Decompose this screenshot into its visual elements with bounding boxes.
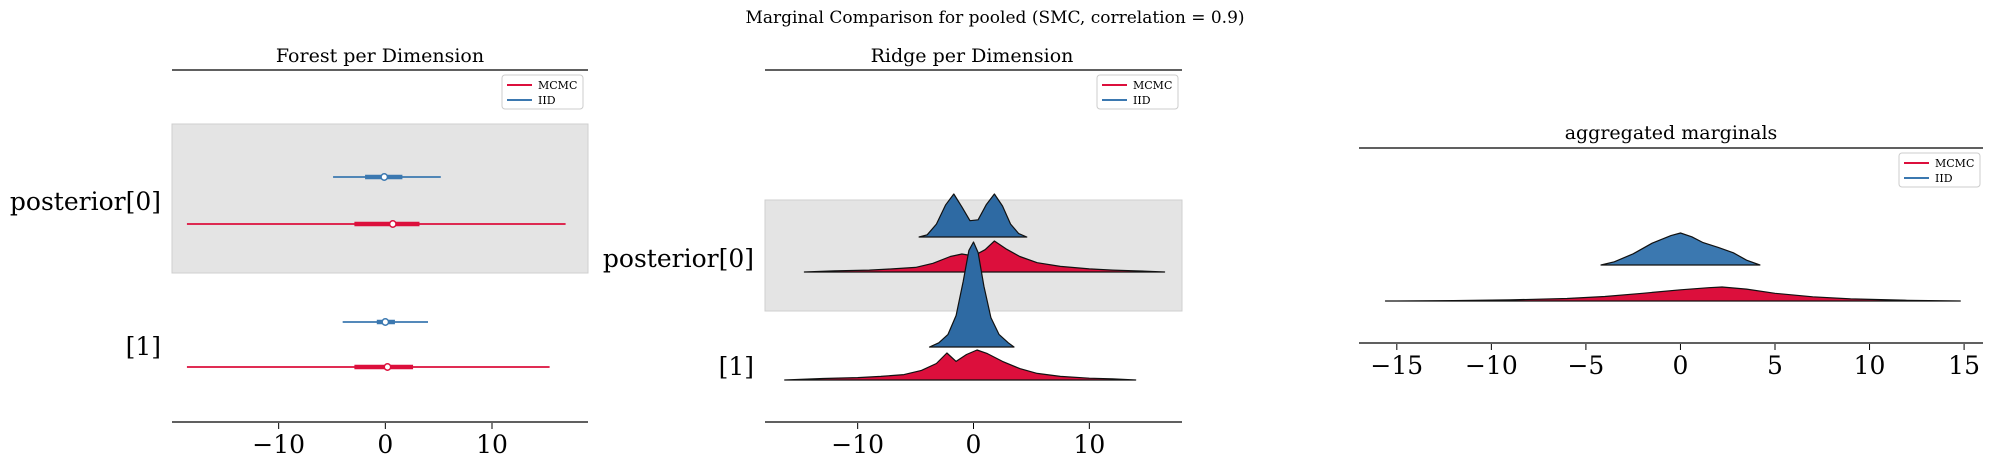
ridge-panel: Ridge per Dimension posterior[0] [1] −10… xyxy=(603,45,1183,459)
forest-title: Forest per Dimension xyxy=(276,45,484,67)
aggregated-title: aggregated marginals xyxy=(1565,122,1778,144)
forest-ytick-1: [1] xyxy=(126,332,161,361)
ridge-legend-label: MCMC xyxy=(1133,79,1172,92)
ridge-xtick-label: −10 xyxy=(831,430,884,459)
aggregated-legend-label: IID xyxy=(1935,172,1953,185)
aggregated-xtick-label: −5 xyxy=(1567,351,1604,380)
forest-legend-label: IID xyxy=(538,94,556,107)
aggregated-xtick-label: −10 xyxy=(1465,351,1518,380)
forest-mcmc-median-point xyxy=(383,363,392,371)
forest-xtick-label: 10 xyxy=(476,430,508,459)
ridge-ytick-1: [1] xyxy=(719,352,754,381)
aggregated-mcmc-density xyxy=(1384,286,1961,302)
aggregated-xtick-label: 15 xyxy=(1948,351,1980,380)
ridge-mcmc-density xyxy=(803,240,1166,273)
forest-iid-median-point xyxy=(381,318,390,326)
aggregated-xtick-label: −15 xyxy=(1370,351,1423,380)
ridge-xtick-label: 0 xyxy=(966,430,982,459)
aggregated-iid-density xyxy=(1600,232,1761,266)
forest-highlight-band xyxy=(171,123,589,274)
forest-xtick-label: −10 xyxy=(252,430,305,459)
aggregated-legend-label: MCMC xyxy=(1935,157,1974,170)
forest-panel: Forest per Dimension posterior[0] [1] −1… xyxy=(10,45,589,459)
forest-legend-label: MCMC xyxy=(538,79,577,92)
figure-suptitle: Marginal Comparison for pooled (SMC, cor… xyxy=(745,8,1244,28)
aggregated-xtick-label: 5 xyxy=(1767,351,1783,380)
forest-iid-median-point xyxy=(380,173,389,181)
aggregated-panel: aggregated marginals −15 −10 −5 0 5 10 15 MCMC I… xyxy=(1359,122,1983,380)
aggregated-xtick-label: 0 xyxy=(1673,351,1689,380)
forest-xtick-label: 0 xyxy=(377,430,393,459)
ridge-title: Ridge per Dimension xyxy=(871,45,1074,67)
ridge-legend-label: IID xyxy=(1133,94,1151,107)
aggregated-xtick-label: 10 xyxy=(1854,351,1886,380)
ridge-iid-density xyxy=(918,193,1028,238)
ridge-xtick-label: 10 xyxy=(1073,430,1105,459)
ridge-mcmc-density xyxy=(784,349,1137,381)
forest-mcmc-median-point xyxy=(388,220,397,228)
ridge-ytick-posterior0: posterior[0] xyxy=(603,244,754,273)
ridge-iid-density xyxy=(928,241,1015,348)
forest-ytick-posterior0: posterior[0] xyxy=(10,187,161,216)
